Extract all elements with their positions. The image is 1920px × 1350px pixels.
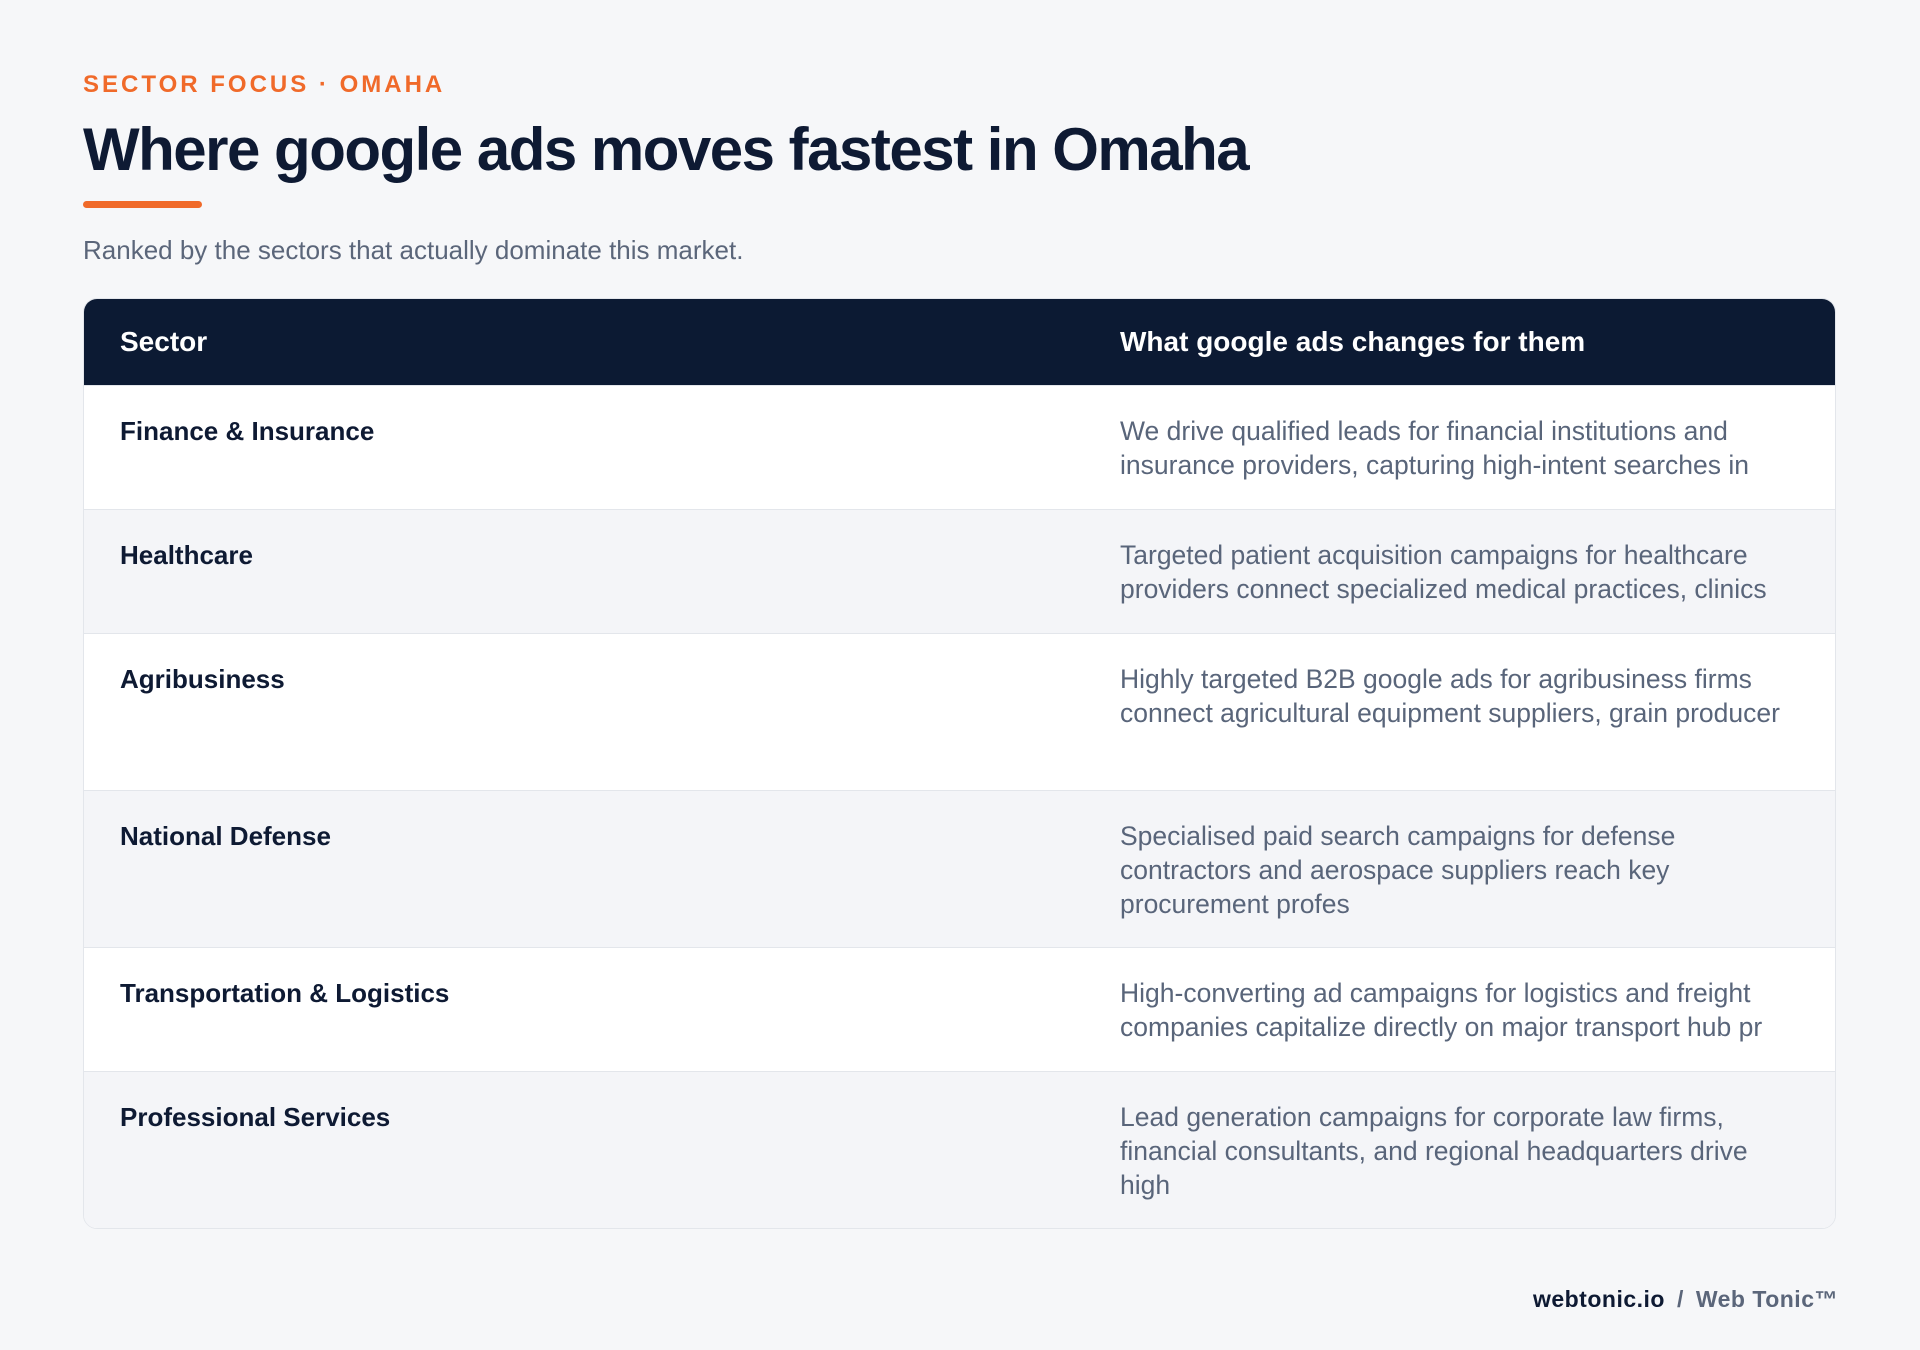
- sector-name: Agribusiness: [120, 664, 285, 694]
- sector-name: Professional Services: [120, 1102, 391, 1132]
- table-row: Finance & Insurance We drive qualified l…: [84, 385, 1835, 509]
- sector-description: High-converting ad campaigns for logisti…: [1120, 978, 1763, 1042]
- sector-name: National Defense: [120, 821, 331, 851]
- sector-name: Healthcare: [120, 540, 253, 570]
- table-row: Agribusiness Highly targeted B2B google …: [84, 633, 1835, 790]
- table-row: Professional Services Lead generation ca…: [84, 1071, 1835, 1228]
- footer-brand: Web Tonic™: [1695, 1286, 1838, 1312]
- table-row: National Defense Specialised paid search…: [84, 790, 1835, 947]
- sector-description: Highly targeted B2B google ads for agrib…: [1120, 664, 1780, 728]
- sector-description: Lead generation campaigns for corporate …: [1120, 1102, 1748, 1200]
- eyebrow-label: SECTOR FOCUS · OMAHA: [83, 71, 446, 98]
- table-row: Healthcare Targeted patient acquisition …: [84, 509, 1835, 633]
- sector-table: Sector What google ads changes for them …: [83, 298, 1836, 1229]
- table-header: Sector What google ads changes for them: [84, 299, 1835, 385]
- sector-description: Specialised paid search campaigns for de…: [1120, 821, 1676, 919]
- page-title: Where google ads moves fastest in Omaha: [83, 116, 1250, 183]
- sector-name: Transportation & Logistics: [120, 978, 450, 1008]
- table-row: Transportation & Logistics High-converti…: [84, 947, 1835, 1071]
- sector-description: Targeted patient acquisition campaigns f…: [1120, 540, 1767, 604]
- title-accent-divider: [83, 201, 202, 208]
- column-header-description: What google ads changes for them: [1120, 326, 1586, 357]
- sector-name: Finance & Insurance: [120, 416, 375, 446]
- column-header-sector: Sector: [120, 326, 208, 357]
- footer-separator: /: [1676, 1286, 1684, 1312]
- footer-credit: webtonic.io / Web Tonic™: [1533, 1284, 1838, 1314]
- sector-description: We drive qualified leads for financial i…: [1120, 416, 1749, 480]
- page-content: SECTOR FOCUS · OMAHA Where google ads mo…: [83, 70, 1836, 1229]
- footer-site-link[interactable]: webtonic.io: [1532, 1286, 1665, 1312]
- page-subtitle: Ranked by the sectors that actually domi…: [83, 235, 744, 265]
